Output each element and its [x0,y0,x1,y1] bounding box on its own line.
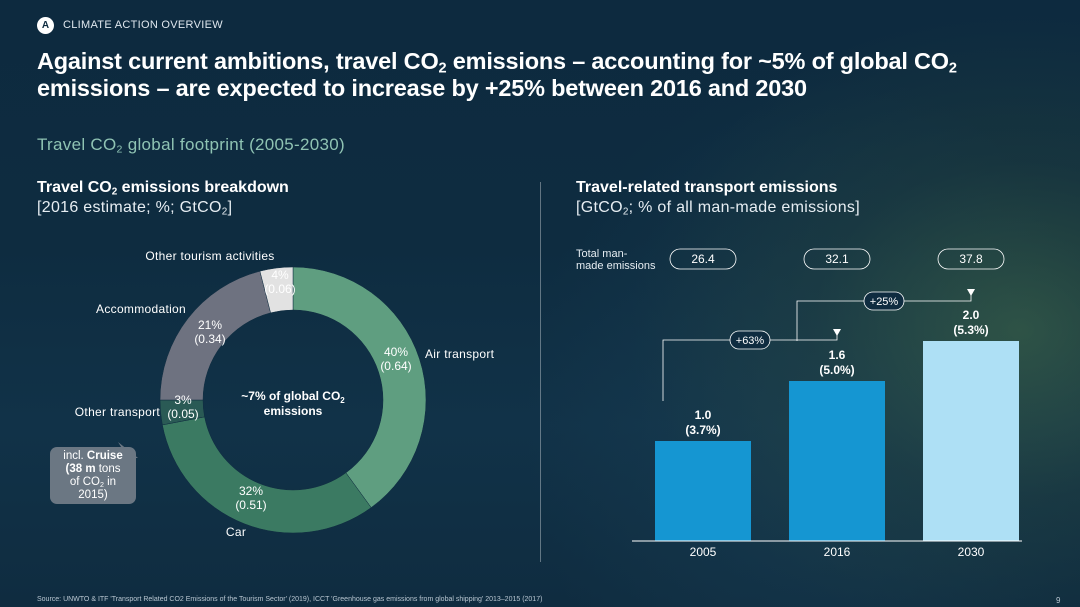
growth-label: +25% [870,296,899,308]
x-tick-label: 2005 [690,545,717,559]
bar-share-label: (5.3%) [953,323,988,337]
donut-slice-other-tourism-activities [259,266,294,314]
total-value: 26.4 [691,252,715,266]
growth-arrow-head [967,289,975,296]
total-pill [669,248,737,270]
breakdown-title: Travel CO2 emissions breakdown [37,179,289,198]
page-number: 9 [1056,596,1061,605]
slice-percent-label: 40% [384,345,408,359]
total-value: 37.8 [959,252,983,266]
cruise-callout: incl. Cruise (38 m tons of CO2 in 2015) [50,447,136,504]
bar-2016 [789,381,885,541]
bar-2030 [923,341,1019,541]
page-title: Against current ambitions, travel CO2 em… [37,48,957,101]
section-label: CLIMATE ACTION OVERVIEW [63,19,223,31]
growth-label: +63% [736,335,765,347]
growth-arrow-head [833,329,841,336]
source-note: Source: UNWTO & ITF 'Transport Related C… [37,596,543,603]
bar-value-label: 2.0 [963,308,980,322]
growth-pill [729,330,771,350]
section-badge: A [37,17,54,34]
bar-2005 [655,441,751,541]
slice-value-label: (0.51) [235,498,266,512]
growth-pill [863,291,905,311]
donut-center-label-2: emissions [264,404,323,418]
donut-chart: 40%(0.64)Air transport32%(0.51)Car3%(0.0… [75,249,495,539]
slice-category-label: Air transport [425,347,495,361]
bar-share-label: (5.0%) [819,363,854,377]
panel-divider [540,182,541,562]
slice-value-label: (0.34) [194,332,225,346]
slice-value-label: (0.06) [264,282,295,296]
total-pill [803,248,871,270]
slice-percent-label: 21% [198,318,222,332]
slice-category-label: Other tourism activities [145,249,274,263]
total-label: Total man- [576,248,628,260]
donut-slice-air-transport [292,266,427,508]
slice-percent-label: 3% [174,393,192,407]
slice-category-label: Other transport [75,405,161,419]
bar-value-label: 1.0 [695,408,712,422]
x-tick-label: 2016 [824,545,851,559]
total-pill [937,248,1005,270]
slice-value-label: (0.05) [167,407,198,421]
page-subtitle: Travel CO2 global footprint (2005-2030) [37,135,345,156]
slice-category-label: Car [226,525,246,539]
breakdown-unit: [2016 estimate; %; GtCO2] [37,199,233,218]
slice-percent-label: 4% [271,268,289,282]
slice-value-label: (0.64) [380,359,411,373]
total-value: 32.1 [825,252,849,266]
slice-percent-label: 32% [239,484,263,498]
bar-share-label: (3.7%) [685,423,720,437]
bar-value-label: 1.6 [829,348,846,362]
donut-center-label: ~7% of global CO2 [241,389,345,405]
transport-unit: [GtCO2; % of all man-made emissions] [576,199,860,218]
x-tick-label: 2030 [958,545,985,559]
bar-chart: Total man- made emissions 26.4 32.1 37.8 +… [576,248,1022,559]
transport-title: Travel-related transport emissions [576,179,838,196]
donut-slice-car [162,416,372,534]
slice-category-label: Accommodation [96,302,186,316]
total-label-2: made emissions [576,260,656,272]
